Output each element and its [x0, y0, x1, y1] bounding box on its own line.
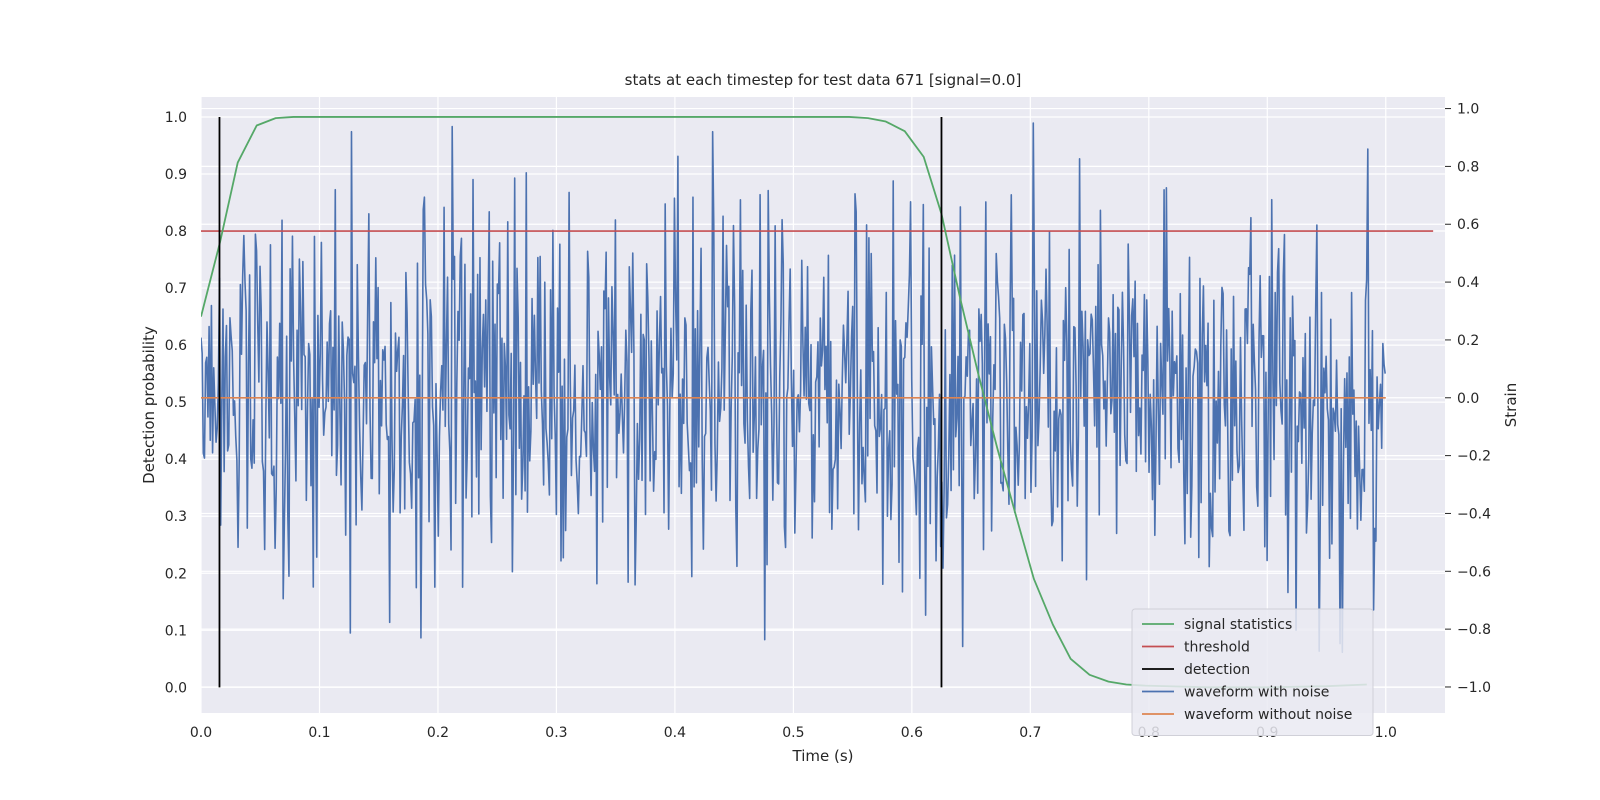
- x-tick-label: 0.2: [427, 725, 449, 741]
- legend: signal statistics threshold detection wavef…: [1131, 608, 1374, 736]
- y-tick-label-right: −0.4: [1457, 506, 1491, 522]
- x-tick-label: 0.0: [190, 725, 212, 741]
- x-tick-label: 0.1: [308, 725, 330, 741]
- series-layer: [201, 116, 1434, 689]
- x-axis-label: Time (s): [792, 747, 854, 765]
- series-waveform-with-noise: [201, 122, 1386, 654]
- legend-box: [1131, 608, 1374, 736]
- y-axis-label-left: Detection probability: [140, 326, 158, 484]
- y-tick-label-left: 0.3: [165, 509, 187, 525]
- y-tick-label-right: −1.0: [1457, 680, 1491, 696]
- x-tick-label: 0.5: [782, 725, 804, 741]
- y-tick-label-right: −0.6: [1457, 564, 1491, 580]
- x-tick-label: 0.4: [664, 725, 686, 741]
- chart-title: stats at each timestep for test data 671…: [625, 71, 1022, 89]
- y-tick-label-left: 0.7: [165, 281, 187, 297]
- y-tick-label-left: 0.0: [165, 680, 187, 696]
- y-tick-label-left: 0.2: [165, 566, 187, 582]
- y-axis-label-right: Strain: [1502, 383, 1520, 427]
- legend-label: waveform without noise: [1184, 707, 1352, 723]
- y-tick-label-right: 0.8: [1457, 159, 1479, 175]
- y-tick-label-left: 0.6: [165, 338, 187, 354]
- x-tick-label: 0.3: [545, 725, 567, 741]
- legend-label: threshold: [1184, 640, 1250, 656]
- y-tick-label-left: 0.1: [165, 623, 187, 639]
- legend-label: detection: [1184, 662, 1250, 678]
- y-tick-label-right: 0.4: [1457, 275, 1479, 291]
- series-signal-statistics: [201, 116, 1367, 689]
- legend-label: waveform with noise: [1184, 685, 1329, 701]
- x-tick-label: 0.6: [901, 725, 923, 741]
- x-tick-label: 0.7: [1019, 725, 1041, 741]
- y-tick-label-right: 1.0: [1457, 102, 1479, 118]
- x-tick-label: 1.0: [1375, 725, 1397, 741]
- y-tick-label-right: 0.0: [1457, 391, 1479, 407]
- legend-label: signal statistics: [1184, 617, 1292, 633]
- y-tick-label-right: −0.8: [1457, 622, 1491, 638]
- y-tick-label-right: 0.2: [1457, 333, 1479, 349]
- y-tick-label-left: 0.5: [165, 395, 187, 411]
- y-tick-label-right: 0.6: [1457, 217, 1479, 233]
- y-tick-label-left: 0.4: [165, 452, 187, 468]
- y-tick-label-right: −0.2: [1457, 449, 1491, 465]
- y-tick-label-left: 0.8: [165, 224, 187, 240]
- y-tick-label-left: 1.0: [165, 110, 187, 126]
- y-tick-label-left: 0.9: [165, 167, 187, 183]
